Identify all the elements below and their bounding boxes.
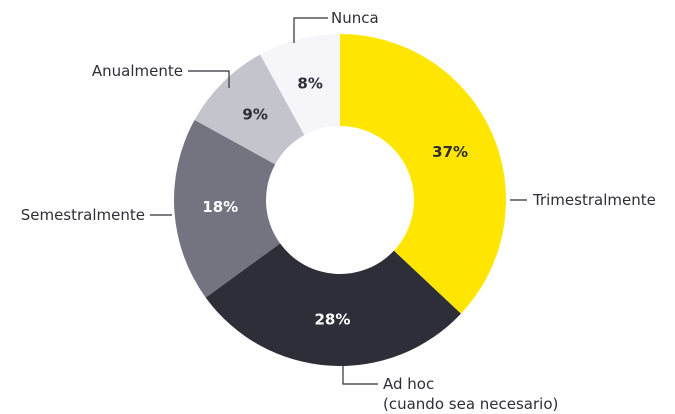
donut-slice	[205, 243, 462, 366]
value-label: 18%	[202, 198, 238, 216]
donut-slice	[340, 34, 506, 314]
category-label: Trimestralmente	[533, 191, 656, 209]
leader-line	[188, 70, 230, 88]
donut-slice	[194, 54, 305, 165]
donut-slice	[174, 120, 281, 298]
category-label: Ad hoc (cuando sea necesario)	[383, 375, 559, 413]
value-label: 9%	[242, 106, 267, 124]
value-label: 8%	[297, 74, 322, 92]
value-label: 37%	[432, 143, 468, 161]
donut-slice	[260, 34, 340, 136]
category-label: Anualmente	[91, 62, 183, 80]
category-label: Nunca	[331, 9, 379, 27]
leader-line	[342, 363, 378, 385]
category-label: Semestralmente	[20, 206, 145, 224]
leader-line	[293, 17, 328, 43]
value-label: 28%	[315, 310, 351, 328]
